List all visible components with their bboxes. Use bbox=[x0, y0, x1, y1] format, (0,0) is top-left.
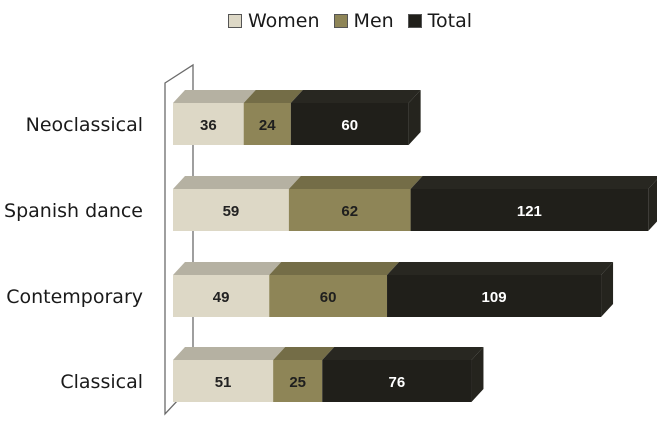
legend-swatch-men bbox=[333, 14, 348, 28]
bar-top-neoclassical-men bbox=[243, 90, 303, 103]
bar-top-contemporary-total bbox=[387, 262, 614, 275]
data-label-classical-total: 76 bbox=[389, 374, 406, 391]
bar-spanish-dance-men bbox=[288, 189, 411, 231]
bar-side-classical-total bbox=[471, 347, 484, 402]
bar-top-classical-total bbox=[322, 347, 484, 360]
legend-label-women: Women bbox=[248, 10, 320, 32]
data-label-contemporary-men: 60 bbox=[320, 289, 337, 306]
bar-neoclassical-total bbox=[290, 103, 409, 145]
legend-label-men: Men bbox=[353, 10, 394, 32]
bar-top-classical-men bbox=[273, 347, 335, 360]
bar-top-spanish-dance-men bbox=[288, 176, 423, 189]
bar-spanish-dance-women bbox=[173, 189, 289, 231]
data-label-contemporary-total: 109 bbox=[482, 289, 507, 306]
data-label-classical-men: 25 bbox=[289, 374, 306, 391]
legend-item-women: Women bbox=[228, 10, 320, 32]
data-label-classical-women: 51 bbox=[215, 374, 232, 391]
data-label-neoclassical-women: 36 bbox=[200, 117, 217, 134]
category-label-contemporary: Contemporary bbox=[6, 286, 143, 308]
category-label-spanish-dance: Spanish dance bbox=[4, 200, 143, 222]
bar-top-classical-women bbox=[173, 347, 286, 360]
bar-classical-total bbox=[322, 360, 472, 402]
bar-contemporary-women bbox=[173, 275, 270, 317]
legend-swatch-women bbox=[228, 14, 242, 28]
legend-label-total: Total bbox=[427, 10, 473, 32]
bar-neoclassical-women bbox=[173, 103, 244, 145]
data-label-neoclassical-total: 60 bbox=[341, 117, 358, 134]
bar-top-contemporary-men bbox=[269, 262, 400, 275]
category-label-neoclassical: Neoclassical bbox=[26, 114, 143, 136]
bar-classical-women bbox=[173, 360, 274, 402]
bar-side-neoclassical-total bbox=[408, 90, 421, 145]
bar-top-neoclassical-women bbox=[173, 90, 256, 103]
bar-side-spanish-dance-total bbox=[648, 179, 657, 231]
bar-classical-men bbox=[273, 360, 323, 402]
data-label-contemporary-women: 49 bbox=[213, 289, 230, 306]
bar-neoclassical-men bbox=[243, 103, 291, 145]
bar-contemporary-total bbox=[387, 275, 602, 317]
data-label-spanish-dance-women: 59 bbox=[223, 203, 240, 220]
chart-legend: Women Men Total bbox=[228, 10, 486, 32]
data-label-spanish-dance-total: 121 bbox=[517, 203, 542, 220]
legend-item-total: Total bbox=[407, 10, 473, 32]
bar-side-contemporary-total bbox=[601, 262, 614, 317]
bar-spanish-dance-total bbox=[410, 189, 649, 231]
bar-top-spanish-dance-women bbox=[173, 176, 301, 189]
bar-contemporary-men bbox=[269, 275, 388, 317]
data-label-neoclassical-men: 24 bbox=[259, 117, 276, 134]
legend-item-men: Men bbox=[333, 10, 394, 32]
data-label-spanish-dance-men: 62 bbox=[341, 203, 358, 220]
category-label-classical: Classical bbox=[60, 371, 143, 393]
bar-top-neoclassical-total bbox=[290, 90, 421, 103]
legend-swatch-total bbox=[407, 14, 422, 28]
bar-top-contemporary-women bbox=[173, 262, 282, 275]
bar-top-spanish-dance-total bbox=[410, 176, 657, 189]
